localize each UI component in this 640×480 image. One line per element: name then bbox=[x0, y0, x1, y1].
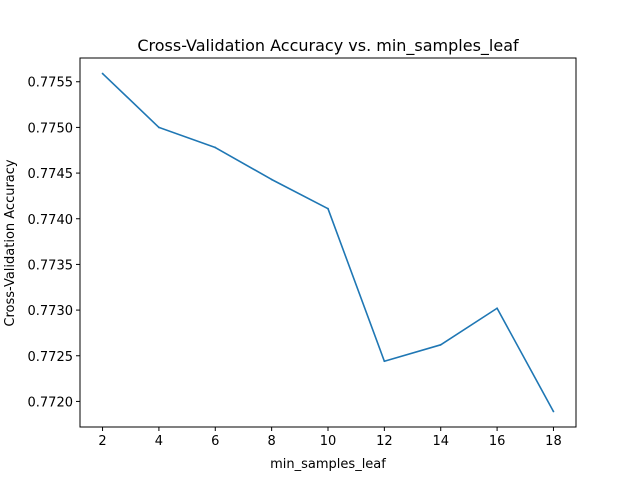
y-tick-label: 0.7725 bbox=[28, 350, 74, 365]
y-tick-label: 0.7750 bbox=[28, 121, 74, 136]
data-point bbox=[496, 307, 498, 310]
y-tick-label: 0.7735 bbox=[28, 258, 74, 273]
x-tick-label: 10 bbox=[320, 434, 337, 449]
x-tick-label: 18 bbox=[545, 434, 562, 449]
x-tick-label: 8 bbox=[267, 434, 275, 449]
data-point bbox=[383, 360, 386, 363]
x-axis-label: min_samples_leaf bbox=[270, 457, 386, 472]
x-tick-label: 2 bbox=[98, 434, 106, 449]
y-tick-label: 0.7720 bbox=[28, 395, 74, 410]
data-point bbox=[158, 126, 160, 129]
data-point bbox=[327, 207, 329, 210]
y-axis-label: Cross-Validation Accuracy bbox=[3, 159, 18, 327]
data-point bbox=[552, 410, 555, 413]
data-point bbox=[439, 343, 442, 346]
x-tick-label: 12 bbox=[376, 434, 393, 449]
x-tick-label: 4 bbox=[155, 434, 163, 449]
chart-title: Cross-Validation Accuracy vs. min_sample… bbox=[137, 36, 519, 56]
y-tick-label: 0.7740 bbox=[28, 213, 74, 228]
y-tick-label: 0.7745 bbox=[28, 167, 74, 182]
x-tick-label: 6 bbox=[211, 434, 219, 449]
x-tick-label: 14 bbox=[432, 434, 449, 449]
plot-area: 2 4 6 8 10 12 14 16 18 0.7720 0.7725 0.7730 0.7735 0.… bbox=[28, 57, 577, 449]
data-point bbox=[270, 178, 273, 181]
y-tick-label: 0.7730 bbox=[28, 304, 74, 319]
y-tick-label: 0.7755 bbox=[28, 76, 74, 91]
data-point bbox=[214, 146, 217, 149]
x-tick-label: 16 bbox=[489, 434, 506, 449]
data-point bbox=[101, 72, 104, 75]
